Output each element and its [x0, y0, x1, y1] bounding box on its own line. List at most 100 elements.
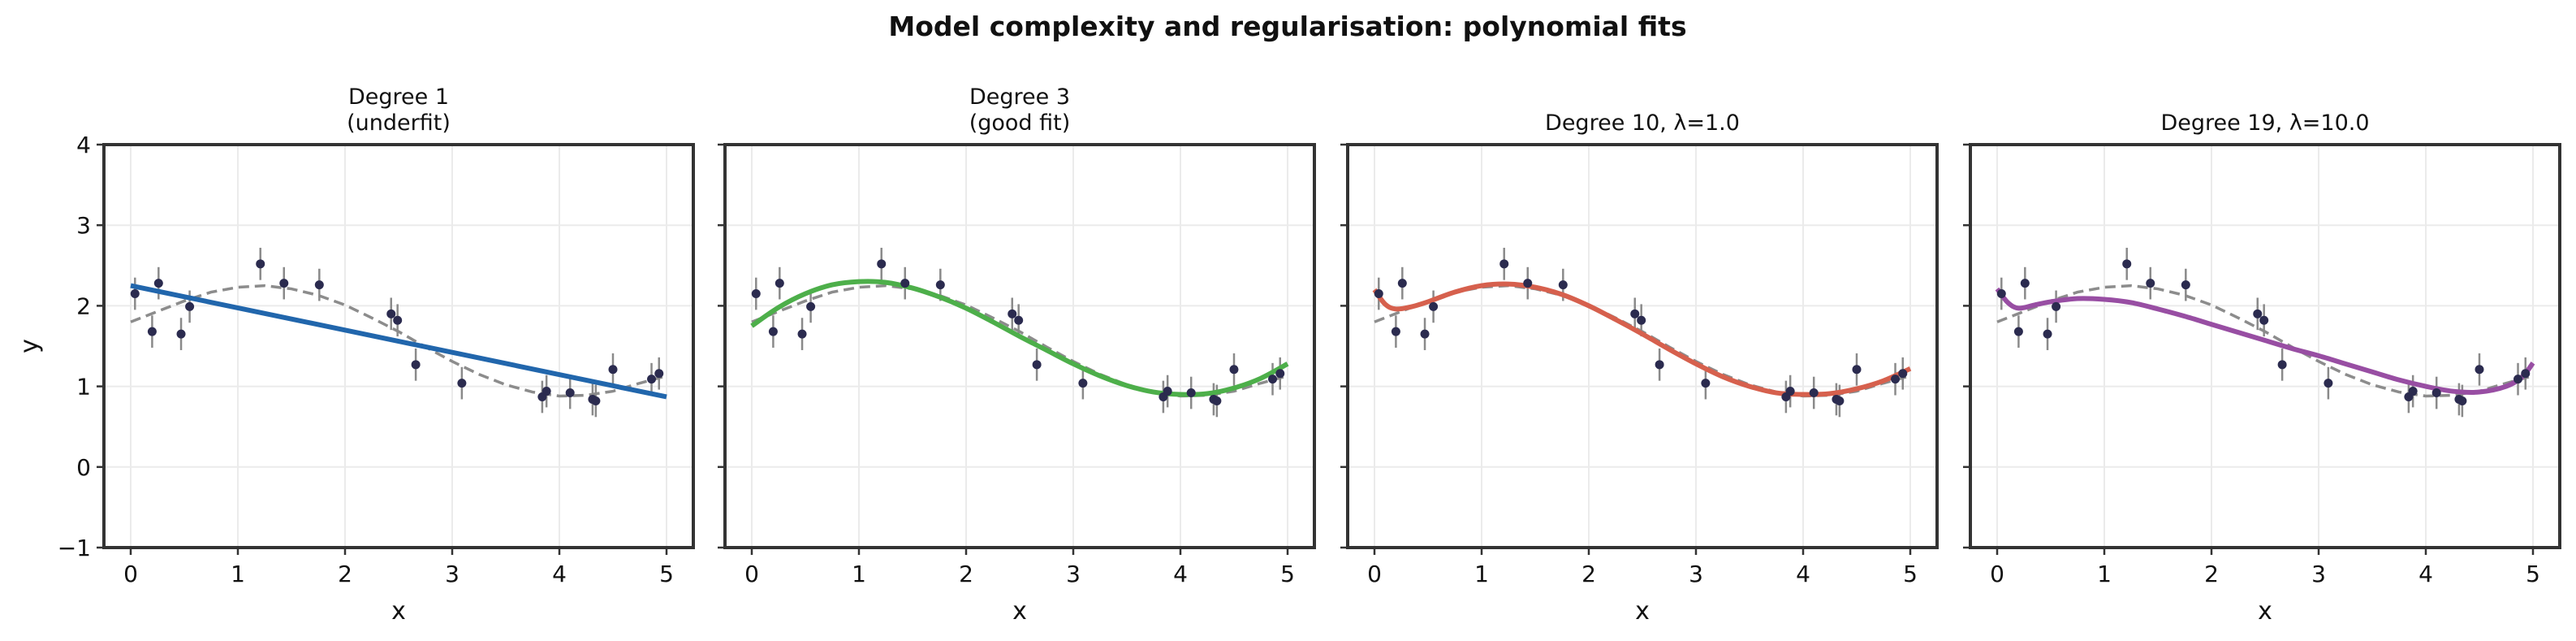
data-point [1268, 375, 1278, 384]
x-tick-label: 1 [852, 561, 866, 587]
x-tick-label: 5 [1903, 561, 1918, 587]
data-point [806, 301, 816, 311]
true-function-line [751, 284, 1288, 398]
data-point [797, 329, 807, 339]
data-point [1212, 396, 1222, 405]
x-tick-label: 3 [1066, 561, 1081, 587]
true-function-line [1996, 284, 2534, 398]
axes-frame [102, 143, 695, 549]
data-point [2043, 329, 2052, 339]
x-tick-label: 2 [2204, 561, 2219, 587]
panel-title: Degree 10, λ=1.0 [1545, 110, 1740, 136]
axes-frame [723, 143, 1316, 549]
x-tick-label: 0 [1367, 561, 1382, 587]
x-axis-label: x [391, 597, 406, 626]
data-point [2324, 379, 2333, 388]
data-point [2457, 396, 2467, 405]
data-point [1630, 309, 1640, 318]
data-point [1078, 379, 1088, 388]
panel-3: 0 1 2 3 4 5 x Degree 10, λ=1.0 [1340, 110, 1939, 626]
x-tick-label: 1 [231, 561, 245, 587]
data-point [2431, 388, 2441, 398]
data-point [654, 369, 664, 379]
x-tick-label: 1 [2097, 561, 2112, 587]
data-point [1420, 329, 1430, 339]
x-tick-label: 0 [123, 561, 138, 587]
data-point [1835, 396, 1845, 405]
figure-suptitle: Model complexity and regularisation: pol… [888, 11, 1686, 42]
data-point [256, 259, 265, 269]
x-tick-label: 3 [1689, 561, 1703, 587]
data-point [1008, 309, 1017, 318]
data-point [608, 365, 618, 375]
data-point [1809, 388, 1819, 398]
data-point [2013, 327, 2023, 336]
data-point [1186, 388, 1196, 398]
panel-subtitle: (good fit) [969, 110, 1071, 136]
data-point [1996, 289, 2006, 299]
data-point [1275, 369, 1285, 379]
data-point [2253, 309, 2263, 318]
data-point [130, 289, 140, 299]
data-point [393, 315, 403, 325]
data-point [411, 360, 421, 370]
panel-1: 0 1 2 3 4 5 −1 0 1 2 3 4 x y Degree 1(underfit) [15, 84, 695, 626]
data-point [2259, 315, 2269, 325]
data-point [900, 279, 910, 288]
y-tick-label: 2 [76, 292, 91, 319]
data-point [279, 279, 289, 288]
data-point [591, 396, 601, 405]
y-tick-label: 0 [76, 454, 91, 481]
data-point [542, 387, 551, 396]
x-tick-label: 4 [552, 561, 567, 587]
data-point [176, 329, 186, 339]
x-tick-label: 0 [744, 561, 759, 587]
y-tick-label: 1 [76, 374, 91, 401]
fit-curve [1372, 281, 1912, 397]
data-point [1229, 365, 1239, 375]
data-point [1014, 315, 1024, 325]
y-axis-label: y [15, 339, 44, 353]
x-tick-label: 5 [2526, 561, 2540, 587]
data-point [147, 327, 157, 336]
panel-title: Degree 3 [969, 84, 1070, 110]
data-point [877, 259, 887, 269]
panel-2: 0 1 2 3 4 5 x Degree 3(good fit) [718, 84, 1316, 626]
data-point [1032, 360, 1042, 370]
data-point [1429, 301, 1439, 311]
data-point [153, 279, 163, 288]
y-tick-label: −1 [58, 535, 91, 561]
y-tick-label: 4 [76, 132, 91, 158]
data-point [647, 375, 657, 384]
data-point [751, 289, 761, 299]
data-point [2052, 301, 2061, 311]
x-tick-label: 2 [338, 561, 352, 587]
x-tick-label: 2 [959, 561, 973, 587]
data-point [2475, 365, 2484, 375]
x-tick-label: 3 [445, 561, 460, 587]
x-tick-label: 0 [1990, 561, 2004, 587]
data-point [1374, 289, 1383, 299]
fit-curve [1995, 287, 2535, 395]
data-point [1898, 369, 1908, 379]
x-axis-label: x [1012, 597, 1027, 626]
data-point [1852, 365, 1862, 375]
x-tick-label: 5 [1280, 561, 1295, 587]
data-point [1655, 360, 1664, 370]
axes-frame [1969, 143, 2561, 549]
data-point [1785, 387, 1795, 396]
data-point [2513, 375, 2523, 384]
fit-curve [130, 283, 667, 400]
data-point [1701, 379, 1711, 388]
data-point [2521, 369, 2531, 379]
x-axis-label: x [2258, 597, 2272, 626]
panel-subtitle: (underfit) [347, 110, 451, 136]
data-point [2146, 279, 2155, 288]
x-tick-label: 4 [1173, 561, 1188, 587]
data-point [1163, 387, 1172, 396]
fit-curve [750, 279, 1289, 397]
data-point [1523, 279, 1533, 288]
data-point [2277, 360, 2287, 370]
data-point [2020, 279, 2030, 288]
